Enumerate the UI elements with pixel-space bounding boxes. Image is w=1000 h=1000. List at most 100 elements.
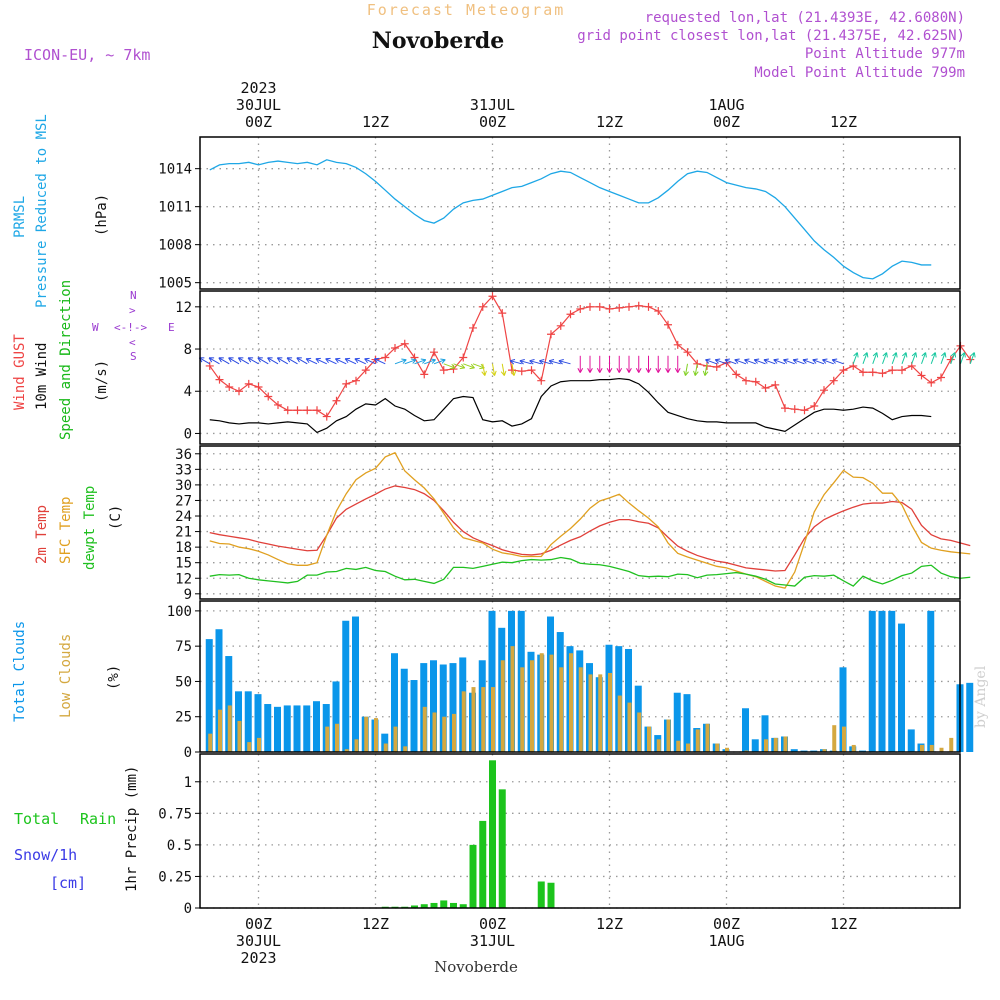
gust-marker	[439, 366, 448, 375]
low-cloud-bar	[656, 739, 661, 752]
wind-line	[209, 377, 932, 434]
y-tick-label: 100	[167, 604, 192, 620]
top-time-label: 00Z	[713, 113, 740, 131]
wind-arrow-head	[960, 352, 966, 358]
y-tick-label: 1014	[158, 162, 192, 178]
gust-marker	[361, 366, 370, 375]
point-altitude: Point Altitude 977m	[805, 46, 965, 62]
total-cloud-bar	[274, 706, 281, 752]
wind-arrow	[852, 352, 858, 364]
gust-marker	[644, 302, 653, 311]
total-cloud-bar	[391, 653, 398, 752]
wind-arrow	[296, 357, 308, 365]
gust-marker	[625, 302, 633, 311]
rain-label: Rain	[80, 810, 116, 828]
low-cloud-bar	[725, 747, 729, 752]
gust-marker	[654, 307, 663, 316]
total-cloud-bar	[449, 663, 457, 752]
gust-marker	[946, 355, 955, 364]
wind-arrow-head	[626, 367, 632, 373]
low-cloud-bar	[705, 723, 710, 752]
low-cloud-bar	[929, 744, 934, 752]
gust-marker	[264, 392, 273, 401]
low-cloud-bar	[647, 726, 651, 752]
wind-arrow-head	[519, 359, 525, 365]
total-cloud-bar	[742, 708, 749, 752]
rain-bar	[537, 881, 545, 908]
y-tick-label: 27	[175, 493, 192, 509]
gust-marker	[215, 375, 224, 384]
rain-bar	[440, 900, 448, 908]
total-cloud-bar	[878, 610, 886, 752]
panel-cloud: 0 25 50 75 100	[167, 601, 974, 761]
total-cloud-bar	[303, 705, 311, 752]
wind-arrow	[424, 359, 436, 365]
wind-arrow-head	[500, 370, 507, 376]
low-cloud-bar	[686, 743, 690, 752]
wind-arrow-head	[539, 359, 545, 365]
wind-arrow-head	[354, 357, 360, 364]
gust-marker	[790, 405, 799, 414]
low-cloud-bar	[949, 737, 954, 752]
wind-arrow-head	[802, 358, 808, 364]
pressure-line	[209, 159, 932, 280]
wind-arrow-head	[509, 359, 516, 365]
bottom-time-label: 1AUG	[708, 932, 744, 950]
wind-arrow	[453, 363, 465, 369]
compass-arrow-down-icon: <	[129, 336, 136, 349]
panel-labels: PRMSL Pressure Reduced to MSL (hPa) Wind…	[12, 114, 175, 892]
gust-marker	[537, 376, 546, 385]
low-cloud-bar	[432, 712, 437, 752]
wind-arrow	[539, 360, 552, 365]
top-time-label: 12Z	[830, 113, 857, 131]
low-cloud-bar	[520, 667, 525, 752]
wind-arrow-head	[267, 357, 273, 363]
wind-arrow	[247, 357, 259, 365]
low-cloud-bar	[237, 720, 242, 752]
gust-marker	[761, 384, 770, 393]
y-tick-label: 1011	[158, 200, 192, 216]
wind-arrow	[208, 357, 220, 365]
wind-arrow	[463, 363, 475, 369]
model-altitude: Model Point Altitude 799m	[754, 65, 965, 81]
wind-arrow	[832, 359, 844, 365]
wind-arrow-head	[228, 357, 234, 363]
gust-marker	[888, 366, 897, 375]
gust-marker	[293, 406, 302, 415]
y-tick-label: 15	[175, 556, 192, 572]
top-time-label: 30JUL	[236, 96, 281, 114]
total-cloud-bar	[839, 667, 847, 752]
bottom-time-label: 00Z	[479, 915, 506, 933]
sfc-label: SFC Temp	[58, 497, 74, 564]
wind-arrow	[921, 352, 927, 364]
wind-arrow	[315, 358, 327, 365]
wind-arrow	[940, 352, 946, 364]
wind-arrow	[492, 363, 496, 376]
wind-arrow-head	[683, 370, 689, 376]
bottom-time-label: 12Z	[830, 915, 857, 933]
rain-bar	[459, 904, 467, 908]
gust-marker	[800, 406, 809, 415]
wind-arrow	[218, 357, 230, 365]
gust-marker	[322, 412, 331, 421]
temp-unit: (C)	[108, 505, 124, 530]
panel-frame-pressure	[199, 136, 961, 290]
gust-marker	[527, 366, 536, 375]
low-cloud-bar	[578, 667, 583, 752]
bottom-time-label: 12Z	[596, 915, 623, 933]
total-cloud-bar	[264, 704, 272, 752]
low-cloud-bar	[569, 653, 573, 752]
wind-arrow	[519, 360, 532, 365]
gust-marker	[878, 369, 887, 378]
y-tick-label: 9	[184, 587, 192, 603]
wind-arrow-head	[510, 370, 517, 376]
gust-marker	[917, 371, 926, 380]
wind-label: 10m Wind	[34, 343, 50, 410]
gust-marker	[586, 302, 594, 311]
low-cloud-bar	[364, 716, 369, 752]
top-time-label: 12Z	[362, 113, 389, 131]
wind-arrow	[277, 357, 289, 365]
wind-arrow-head	[247, 357, 254, 363]
rain-bar	[420, 904, 428, 908]
